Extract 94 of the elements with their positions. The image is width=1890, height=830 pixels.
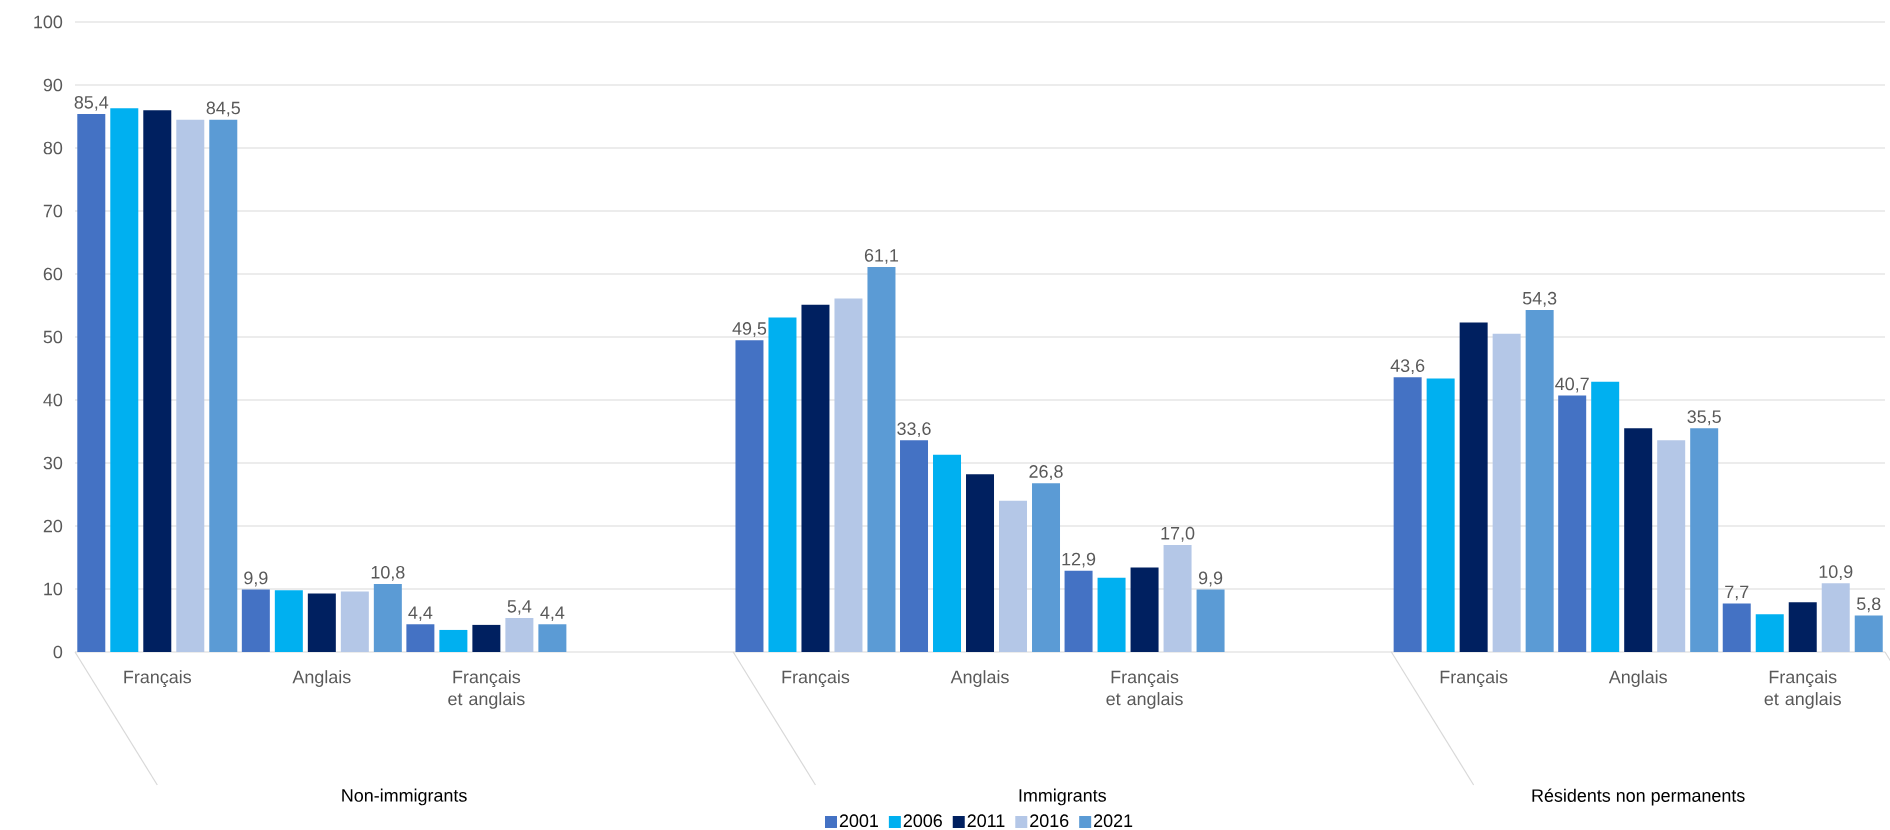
bar <box>373 583 402 652</box>
data-label: 5,4 <box>507 600 532 615</box>
bar <box>867 267 896 652</box>
data-label: 35,5 <box>1687 410 1721 426</box>
bar <box>1722 603 1751 652</box>
bar <box>1196 589 1225 652</box>
x-tick-label: Anglais <box>1608 670 1667 687</box>
bar <box>801 304 830 652</box>
bar <box>1130 567 1159 652</box>
bar <box>1657 440 1686 652</box>
data-label: 43,6 <box>1390 359 1425 375</box>
data-label: 33,6 <box>897 422 931 438</box>
bar <box>1064 570 1093 652</box>
y-tick-label: 70 <box>43 204 63 218</box>
legend-label: 2001 <box>839 814 878 828</box>
bar <box>274 590 303 652</box>
data-label: 17,0 <box>1161 526 1195 542</box>
bar <box>768 317 797 652</box>
y-tick-label: 0 <box>53 645 63 659</box>
bar <box>1624 428 1653 652</box>
x-tick-label: Français <box>1440 670 1508 687</box>
legend-label: 2011 <box>967 814 1005 828</box>
bar <box>1558 395 1587 652</box>
data-label: 84,5 <box>206 101 240 117</box>
data-label: 40,7 <box>1555 377 1589 393</box>
bar <box>1163 544 1192 652</box>
text: Résidents non permanents <box>1532 788 1745 806</box>
bar <box>439 629 468 652</box>
bar <box>933 454 962 652</box>
bar <box>1690 428 1719 652</box>
data-label: 61,1 <box>864 249 899 264</box>
bar <box>241 589 270 652</box>
data-label: 10,9 <box>1819 565 1853 581</box>
data-label: 7,7 <box>1725 585 1749 601</box>
bar <box>1393 377 1422 652</box>
bar <box>406 624 435 652</box>
data-label: 85,4 <box>74 95 109 111</box>
bar <box>834 298 863 652</box>
bar <box>1525 309 1554 652</box>
data-label: 5,8 <box>1856 597 1881 613</box>
data-label: 49,5 <box>732 322 767 337</box>
data-label: 10,8 <box>371 565 405 581</box>
bar <box>1591 381 1620 652</box>
bar <box>1755 614 1784 652</box>
bar <box>176 119 205 652</box>
bar <box>472 624 501 652</box>
x-tick-label: Français et anglais <box>1764 670 1841 709</box>
bar <box>1097 577 1126 652</box>
bar <box>538 624 567 652</box>
bar <box>999 500 1028 652</box>
legend-label: 2021 <box>1094 814 1133 828</box>
y-tick-label: 30 <box>43 456 63 470</box>
data-label: 9,9 <box>244 571 268 587</box>
bar <box>209 119 238 652</box>
data-label: 9,9 <box>1198 571 1223 587</box>
data-label: 54,3 <box>1522 291 1557 307</box>
y-tick-label: 100 <box>34 15 63 29</box>
bar <box>505 617 534 652</box>
bar <box>77 113 106 652</box>
y-tick-label: 20 <box>43 519 63 533</box>
bar <box>307 593 336 652</box>
legend-label: 2016 <box>1030 814 1069 828</box>
bar <box>340 591 369 652</box>
bar <box>900 440 929 652</box>
x-tick-label: Anglais <box>292 670 351 687</box>
bar <box>143 110 172 652</box>
y-tick-label: 50 <box>43 330 63 344</box>
bar <box>1788 602 1817 652</box>
y-tick-label: 10 <box>44 582 63 596</box>
data-label: 4,4 <box>408 606 433 622</box>
text: Immigrants <box>1019 788 1106 806</box>
y-tick-label: 40 <box>43 393 63 407</box>
bar <box>1854 615 1883 652</box>
x-tick-label: Français et anglais <box>1106 670 1183 709</box>
bar <box>1492 333 1521 652</box>
y-tick-label: 80 <box>43 141 63 155</box>
text: Non-immigrants <box>342 788 467 806</box>
x-tick-label: Anglais <box>950 670 1009 687</box>
y-tick-label: 90 <box>43 78 63 92</box>
x-tick-label: Français <box>782 670 850 687</box>
bar <box>1821 583 1850 652</box>
bar <box>110 108 139 652</box>
data-label: 4,4 <box>540 606 565 622</box>
bar <box>1032 483 1061 652</box>
bar <box>735 340 764 652</box>
bar <box>1459 322 1488 652</box>
x-tick-label: Français et anglais <box>448 670 525 709</box>
bar <box>966 474 995 652</box>
y-tick-label: 60 <box>43 267 63 281</box>
data-label: 12,9 <box>1062 552 1096 568</box>
data-label: 26,8 <box>1029 465 1063 480</box>
x-tick-label: Français <box>124 670 192 687</box>
legend-label: 2006 <box>903 814 942 828</box>
bar <box>1426 378 1455 652</box>
